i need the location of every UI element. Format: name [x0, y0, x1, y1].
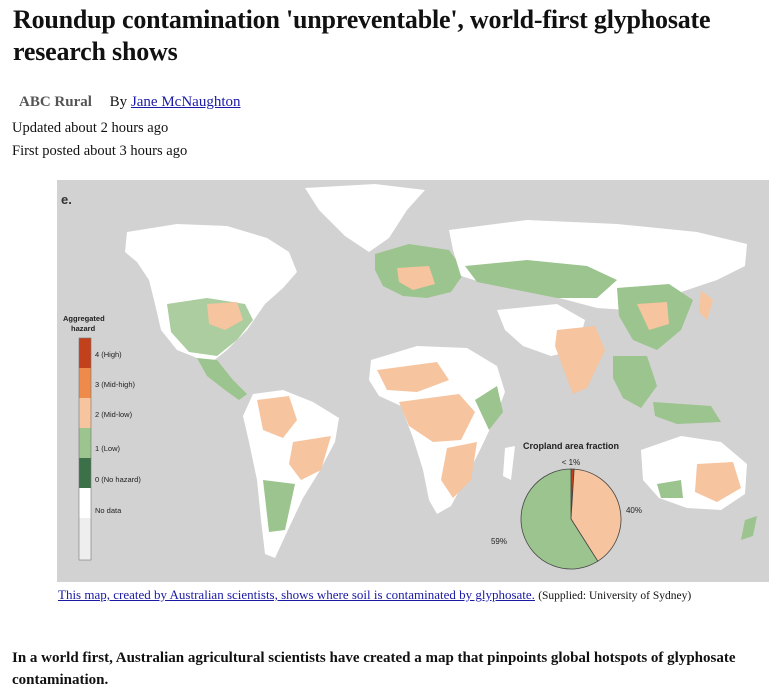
- legend-title-line-1: Aggregated: [63, 314, 105, 323]
- asia-cropland: [465, 260, 617, 298]
- byline: ABC Rural By Jane McNaughton: [19, 92, 241, 112]
- legend-label-high: 4 (High): [95, 350, 122, 359]
- europe-hazard: [397, 266, 435, 290]
- legend-title-line-2: hazard: [71, 324, 96, 333]
- cropland-pie: [520, 468, 622, 570]
- legend-border: [78, 337, 92, 561]
- india-hazard: [555, 326, 605, 394]
- figure-caption: This map, created by Australian scientis…: [58, 586, 758, 605]
- southern-cone-cropland: [263, 480, 295, 532]
- australia-cropland: [657, 480, 683, 498]
- caption-link[interactable]: This map, created by Australian scientis…: [58, 587, 535, 602]
- panel-letter: e.: [61, 192, 72, 207]
- hazard-legend: 4 (High) 3 (Mid-high) 2 (Mid-low) 1 (Low…: [78, 337, 141, 561]
- greenland: [305, 184, 425, 252]
- china-hazard: [637, 302, 669, 330]
- legend-label-mid-low: 2 (Mid-low): [95, 410, 133, 419]
- cropland-inset: Cropland area fraction < 1% 59% 40%: [491, 441, 642, 570]
- brazil-hazard: [289, 436, 331, 480]
- legend-swatch-no-hazard: [79, 458, 91, 488]
- article-headline: Roundup contamination 'unpreventable', w…: [13, 5, 711, 66]
- pie-label-lt1: < 1%: [562, 458, 580, 467]
- southern-africa-hazard: [441, 442, 477, 498]
- japan: [699, 290, 713, 320]
- world-map: e. Aggregated hazard 4 (High) 3 (Mid-hig…: [57, 180, 769, 582]
- legend-label-low: 1 (Low): [95, 444, 121, 453]
- legend-swatch-extra: [79, 518, 91, 560]
- indonesia: [653, 402, 721, 424]
- legend-swatch-low: [79, 428, 91, 458]
- legend-swatch-no-data: [79, 488, 91, 518]
- new-zealand: [741, 516, 757, 540]
- australia-hazard: [695, 462, 741, 502]
- southeast-asia: [613, 356, 657, 408]
- caption-credit: (Supplied: University of Sydney): [538, 590, 692, 602]
- legend-swatch-high: [79, 338, 91, 368]
- article-lead: In a world first, Australian agricultura…: [12, 650, 736, 688]
- pie-slice-59: [520, 468, 599, 570]
- first-posted-timestamp: First posted about 3 hours ago: [12, 143, 188, 159]
- author-link[interactable]: Jane McNaughton: [130, 94, 241, 110]
- pie-label-59: 59%: [491, 537, 507, 546]
- legend-label-no-data: No data: [95, 506, 122, 515]
- south-america: [243, 390, 339, 558]
- legend-label-no-hazard: 0 (No hazard): [95, 475, 141, 484]
- updated-timestamp: Updated about 2 hours ago: [12, 120, 169, 136]
- north-africa-hazard: [377, 362, 449, 392]
- legend-label-mid-high: 3 (Mid-high): [95, 380, 136, 389]
- central-america: [197, 358, 247, 400]
- us-midwest-hazard: [207, 302, 243, 330]
- byline-prefix: By: [109, 94, 128, 110]
- south-america-north-hazard: [257, 396, 297, 438]
- legend-swatch-mid-high: [79, 368, 91, 398]
- pie-label-40: 40%: [626, 506, 642, 515]
- source-label: ABC Rural: [19, 94, 92, 110]
- madagascar: [503, 446, 515, 480]
- glyphosate-map-figure[interactable]: e. Aggregated hazard 4 (High) 3 (Mid-hig…: [57, 180, 769, 582]
- sahel-hazard: [399, 394, 475, 442]
- inset-title: Cropland area fraction: [523, 441, 619, 451]
- east-africa-cropland: [475, 386, 503, 430]
- legend-swatch-mid-low: [79, 398, 91, 428]
- north-america: [125, 224, 297, 362]
